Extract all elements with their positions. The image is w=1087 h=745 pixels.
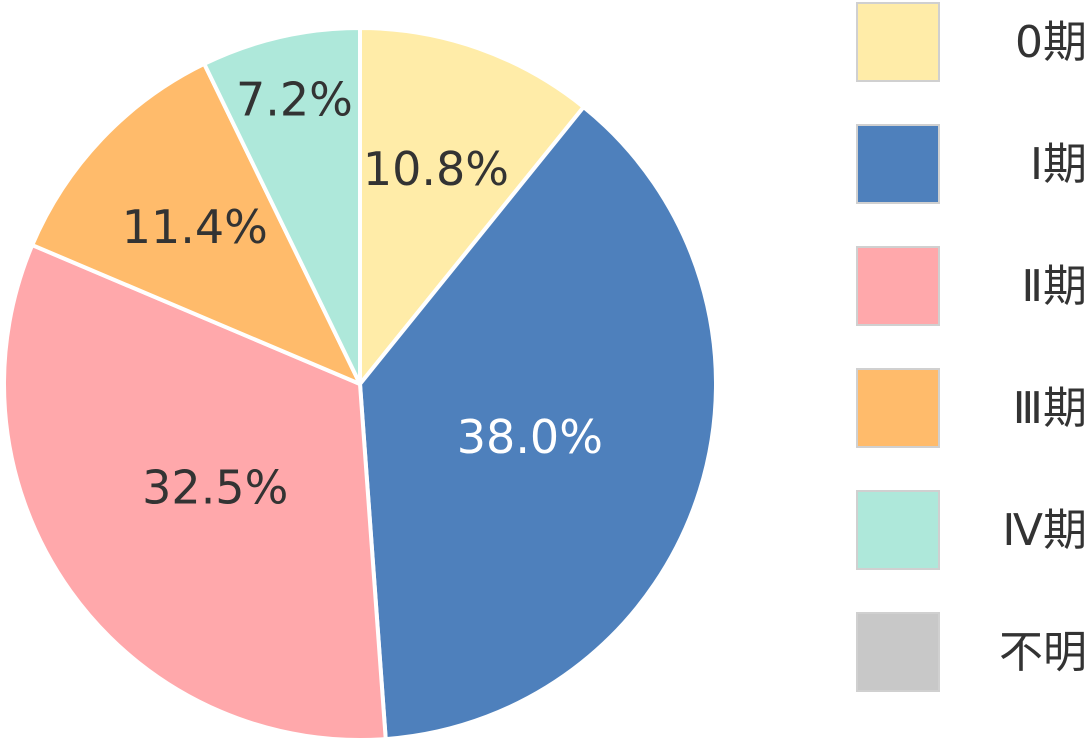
legend-item-6: 不明: [856, 612, 1087, 694]
legend-label-2: Ⅰ期: [1030, 139, 1087, 190]
legend-item-1: 0期: [856, 2, 1087, 84]
pie-labels: 10.8% 38.0% 32.5% 11.4% 7.2%: [122, 73, 603, 515]
legend-label-4: Ⅲ期: [1012, 383, 1087, 434]
legend-label-3: Ⅱ期: [1021, 261, 1087, 312]
pie-chart: 10.8% 38.0% 32.5% 11.4% 7.2%: [2, 26, 718, 742]
pie-slice-1: [358, 26, 586, 386]
legend-swatch-3: [856, 246, 940, 326]
legend-label-6: 不明: [999, 627, 1087, 678]
pie-label-3: 32.5%: [142, 461, 288, 515]
pie-label-5: 7.2%: [236, 73, 353, 127]
legend-label-5: Ⅳ期: [1002, 505, 1087, 556]
legend-swatch-5: [856, 490, 940, 570]
legend-item-4: Ⅲ期: [856, 368, 1087, 450]
legend-swatch-4: [856, 368, 940, 448]
legend-item-2: Ⅰ期: [856, 124, 1087, 206]
pie-slice-5: [202, 26, 362, 386]
pie-label-1: 10.8%: [363, 142, 509, 196]
legend-swatch-2: [856, 124, 940, 204]
pie-slice-3: [2, 243, 388, 742]
pie-slice-4: [30, 61, 362, 386]
legend-item-3: Ⅱ期: [856, 246, 1087, 328]
legend-item-5: Ⅳ期: [856, 490, 1087, 572]
legend-swatch-6: [856, 612, 940, 692]
legend-label-1: 0期: [1015, 17, 1087, 68]
legend: 0期 Ⅰ期 Ⅱ期 Ⅲ期 Ⅳ期不明: [856, 2, 1087, 734]
legend-swatch-1: [856, 2, 940, 82]
pie-label-2: 38.0%: [457, 410, 603, 464]
pie-label-4: 11.4%: [122, 200, 268, 254]
pie-slices: [2, 26, 718, 742]
pie-slice-2: [358, 105, 718, 742]
